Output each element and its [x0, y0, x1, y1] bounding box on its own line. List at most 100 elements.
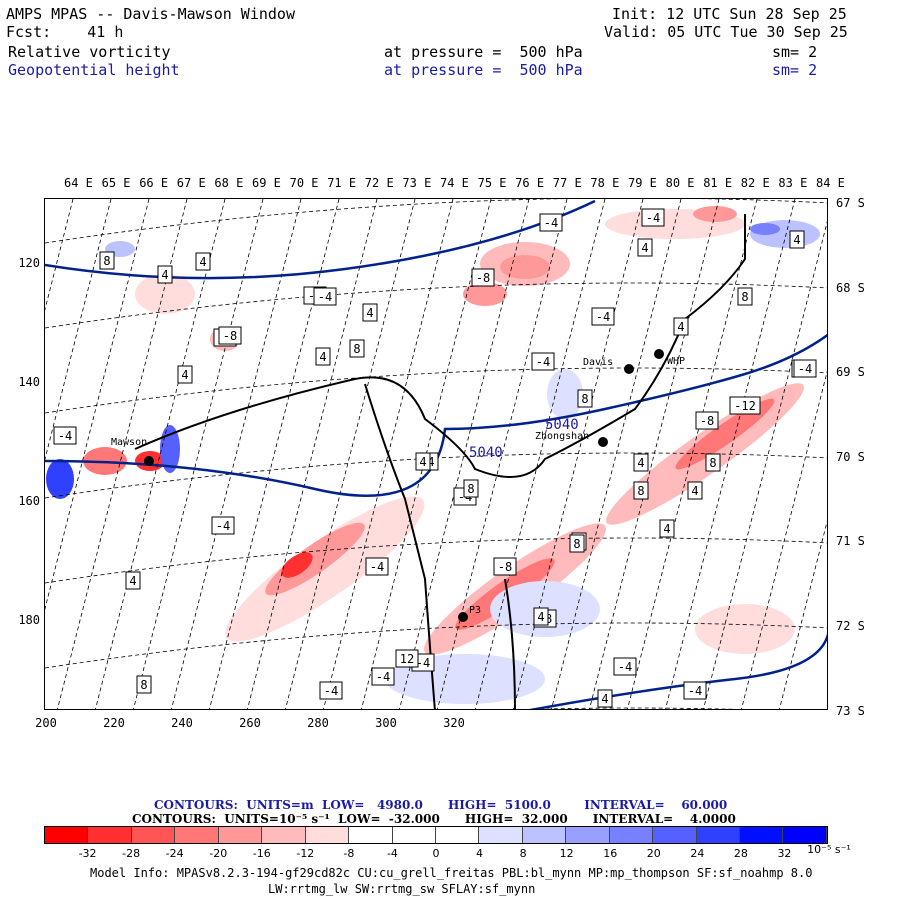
vorticity-label: 4 — [789, 230, 805, 249]
latitude-label: 73 S — [836, 703, 865, 718]
vorticity-label: -4 — [531, 352, 555, 371]
vorticity-label-text: -12 — [734, 399, 756, 413]
colorbar-cell — [45, 827, 89, 843]
vorticity-label-text: -4 — [544, 216, 558, 230]
colorbar-label: -24 — [165, 847, 184, 860]
vorticity-label: -4 — [319, 681, 343, 700]
vorticity-label: 4 — [362, 303, 378, 322]
vorticity-label: -8 — [493, 557, 517, 576]
latitude-label: 71 S — [836, 534, 865, 549]
vorticity-label: -4 — [371, 667, 395, 686]
vorticity-label: -8 — [695, 411, 719, 430]
vorticity-label: -4 — [793, 359, 817, 378]
grid-y-label: 180 — [18, 613, 40, 627]
station-mawson-marker — [144, 456, 154, 466]
vorticity-label: -4 — [313, 287, 337, 306]
vorticity-label-text: 8 — [741, 290, 748, 304]
vorticity-label-text: -8 — [700, 414, 714, 428]
colorbar-cell — [653, 827, 697, 843]
colorbar-label: -8 — [343, 847, 355, 860]
vorticity-contour-legend: CONTOURS: UNITS=10⁻⁵ s⁻¹ LOW= -32.000 HI… — [132, 812, 736, 826]
vorticity-label: 4 — [637, 238, 653, 257]
colorbar-label: 4 — [476, 847, 484, 860]
vorticity-label-text: -4 — [688, 684, 702, 698]
vorticity-label: 4 — [177, 365, 193, 384]
vorticity-label: -4 — [683, 681, 707, 700]
grid-x-label: 260 — [239, 716, 261, 730]
colorbar — [44, 826, 828, 844]
latitude-label: 70 S — [836, 449, 865, 464]
colorbar-cell — [740, 827, 784, 843]
forecast-hour: 41 h — [87, 23, 124, 41]
longitude-label: 84 E — [816, 176, 845, 190]
vorticity-label: 4 — [157, 265, 173, 284]
vorticity-label-text: 4 — [319, 350, 326, 364]
vorticity-label-text: 4 — [537, 610, 544, 624]
latitude-label: 67 S — [836, 196, 865, 210]
vorticity-label-text: -8 — [223, 329, 237, 343]
longitude-label: 76 E — [515, 176, 545, 190]
vorticity-label-text: 4 — [663, 522, 670, 536]
vorticity-label-text: -4 — [646, 211, 660, 225]
station-davis-label: Davis — [583, 357, 613, 368]
grid-y-label: 160 — [18, 494, 40, 508]
forecast-label: Fcst: 41 h — [6, 24, 123, 41]
longitude-label: 74 E — [440, 176, 469, 190]
vorticity-label-text: -4 — [596, 310, 610, 324]
latitude-label: 68 S — [836, 280, 865, 295]
colorbar-cell — [696, 827, 740, 843]
vorticity-label-text: -4 — [324, 684, 338, 698]
vorticity-label-text: 8 — [637, 484, 644, 498]
station-zhongshan-label: Zhongshan — [535, 431, 589, 442]
station-zhongshan-marker — [598, 437, 608, 447]
grid-x-label: 280 — [307, 716, 329, 730]
vorticity-label: -4 — [53, 426, 77, 445]
map-canvas: Mawson Davis WHP Zhongshan P3 5040 5040 … — [45, 199, 827, 709]
vorticity-label: 8 — [705, 453, 721, 472]
longitude-label: 71 E — [327, 176, 357, 190]
colorbar-label: 24 — [690, 847, 705, 860]
colorbar-label: -32 — [78, 847, 97, 860]
vorticity-label: 4 — [195, 252, 211, 271]
longitude-label: 68 E — [214, 176, 244, 190]
longitude-label: 78 E — [590, 176, 620, 190]
longitude-label: 82 E — [740, 176, 770, 190]
colorbar-cell — [175, 827, 219, 843]
vorticity-label: -4 — [211, 516, 235, 535]
vorticity-label: 4 — [125, 571, 141, 590]
vorticity-label: 8 — [569, 534, 585, 553]
vorticity-label-text: -4 — [318, 290, 332, 304]
vorticity-label: 4 — [315, 347, 331, 366]
longitude-label: 80 E — [665, 176, 695, 190]
longitude-label: 77 E — [552, 176, 582, 190]
vorticity-label: 8 — [136, 675, 152, 694]
longitude-label: 73 E — [402, 176, 432, 190]
longitude-label: 64 E — [64, 176, 93, 190]
model-info-line1: Model Info: MPASv8.2.3-194-gf29cd82c CU:… — [90, 866, 813, 880]
station-whp-marker — [654, 349, 664, 359]
vorticity-label-text: 8 — [103, 254, 110, 268]
vorticity-label-text: -4 — [216, 519, 230, 533]
colorbar-cell — [522, 827, 567, 843]
vorticity-label: 4 — [659, 519, 675, 538]
map-plot: Mawson Davis WHP Zhongshan P3 5040 5040 … — [44, 198, 828, 710]
colorbar-cell — [88, 827, 132, 843]
longitude-label: 65 E — [101, 176, 131, 190]
vorticity-label: -4 — [591, 307, 615, 326]
vorticity-label-text: 4 — [199, 255, 206, 269]
vorticity-label: 4 — [533, 607, 549, 626]
vorticity-label-text: 4 — [427, 455, 434, 469]
colorbar-label: 12 — [559, 847, 574, 860]
colorbar-label: 0 — [432, 847, 440, 860]
grid-x-label: 220 — [103, 716, 125, 730]
vorticity-label: 4 — [633, 453, 649, 472]
longitude-label: 81 E — [703, 176, 733, 190]
grid-x-label: 320 — [443, 716, 465, 730]
colorbar-cell — [435, 827, 480, 843]
vorticity-label: 4 — [687, 481, 703, 500]
colorbar-cell — [783, 827, 827, 843]
longitude-label: 72 E — [364, 176, 394, 190]
vorticity-label-text: -4 — [58, 429, 72, 443]
colorbar-units: 10⁻⁵ s⁻¹ — [807, 843, 851, 856]
height-label: 5040 — [545, 417, 579, 433]
